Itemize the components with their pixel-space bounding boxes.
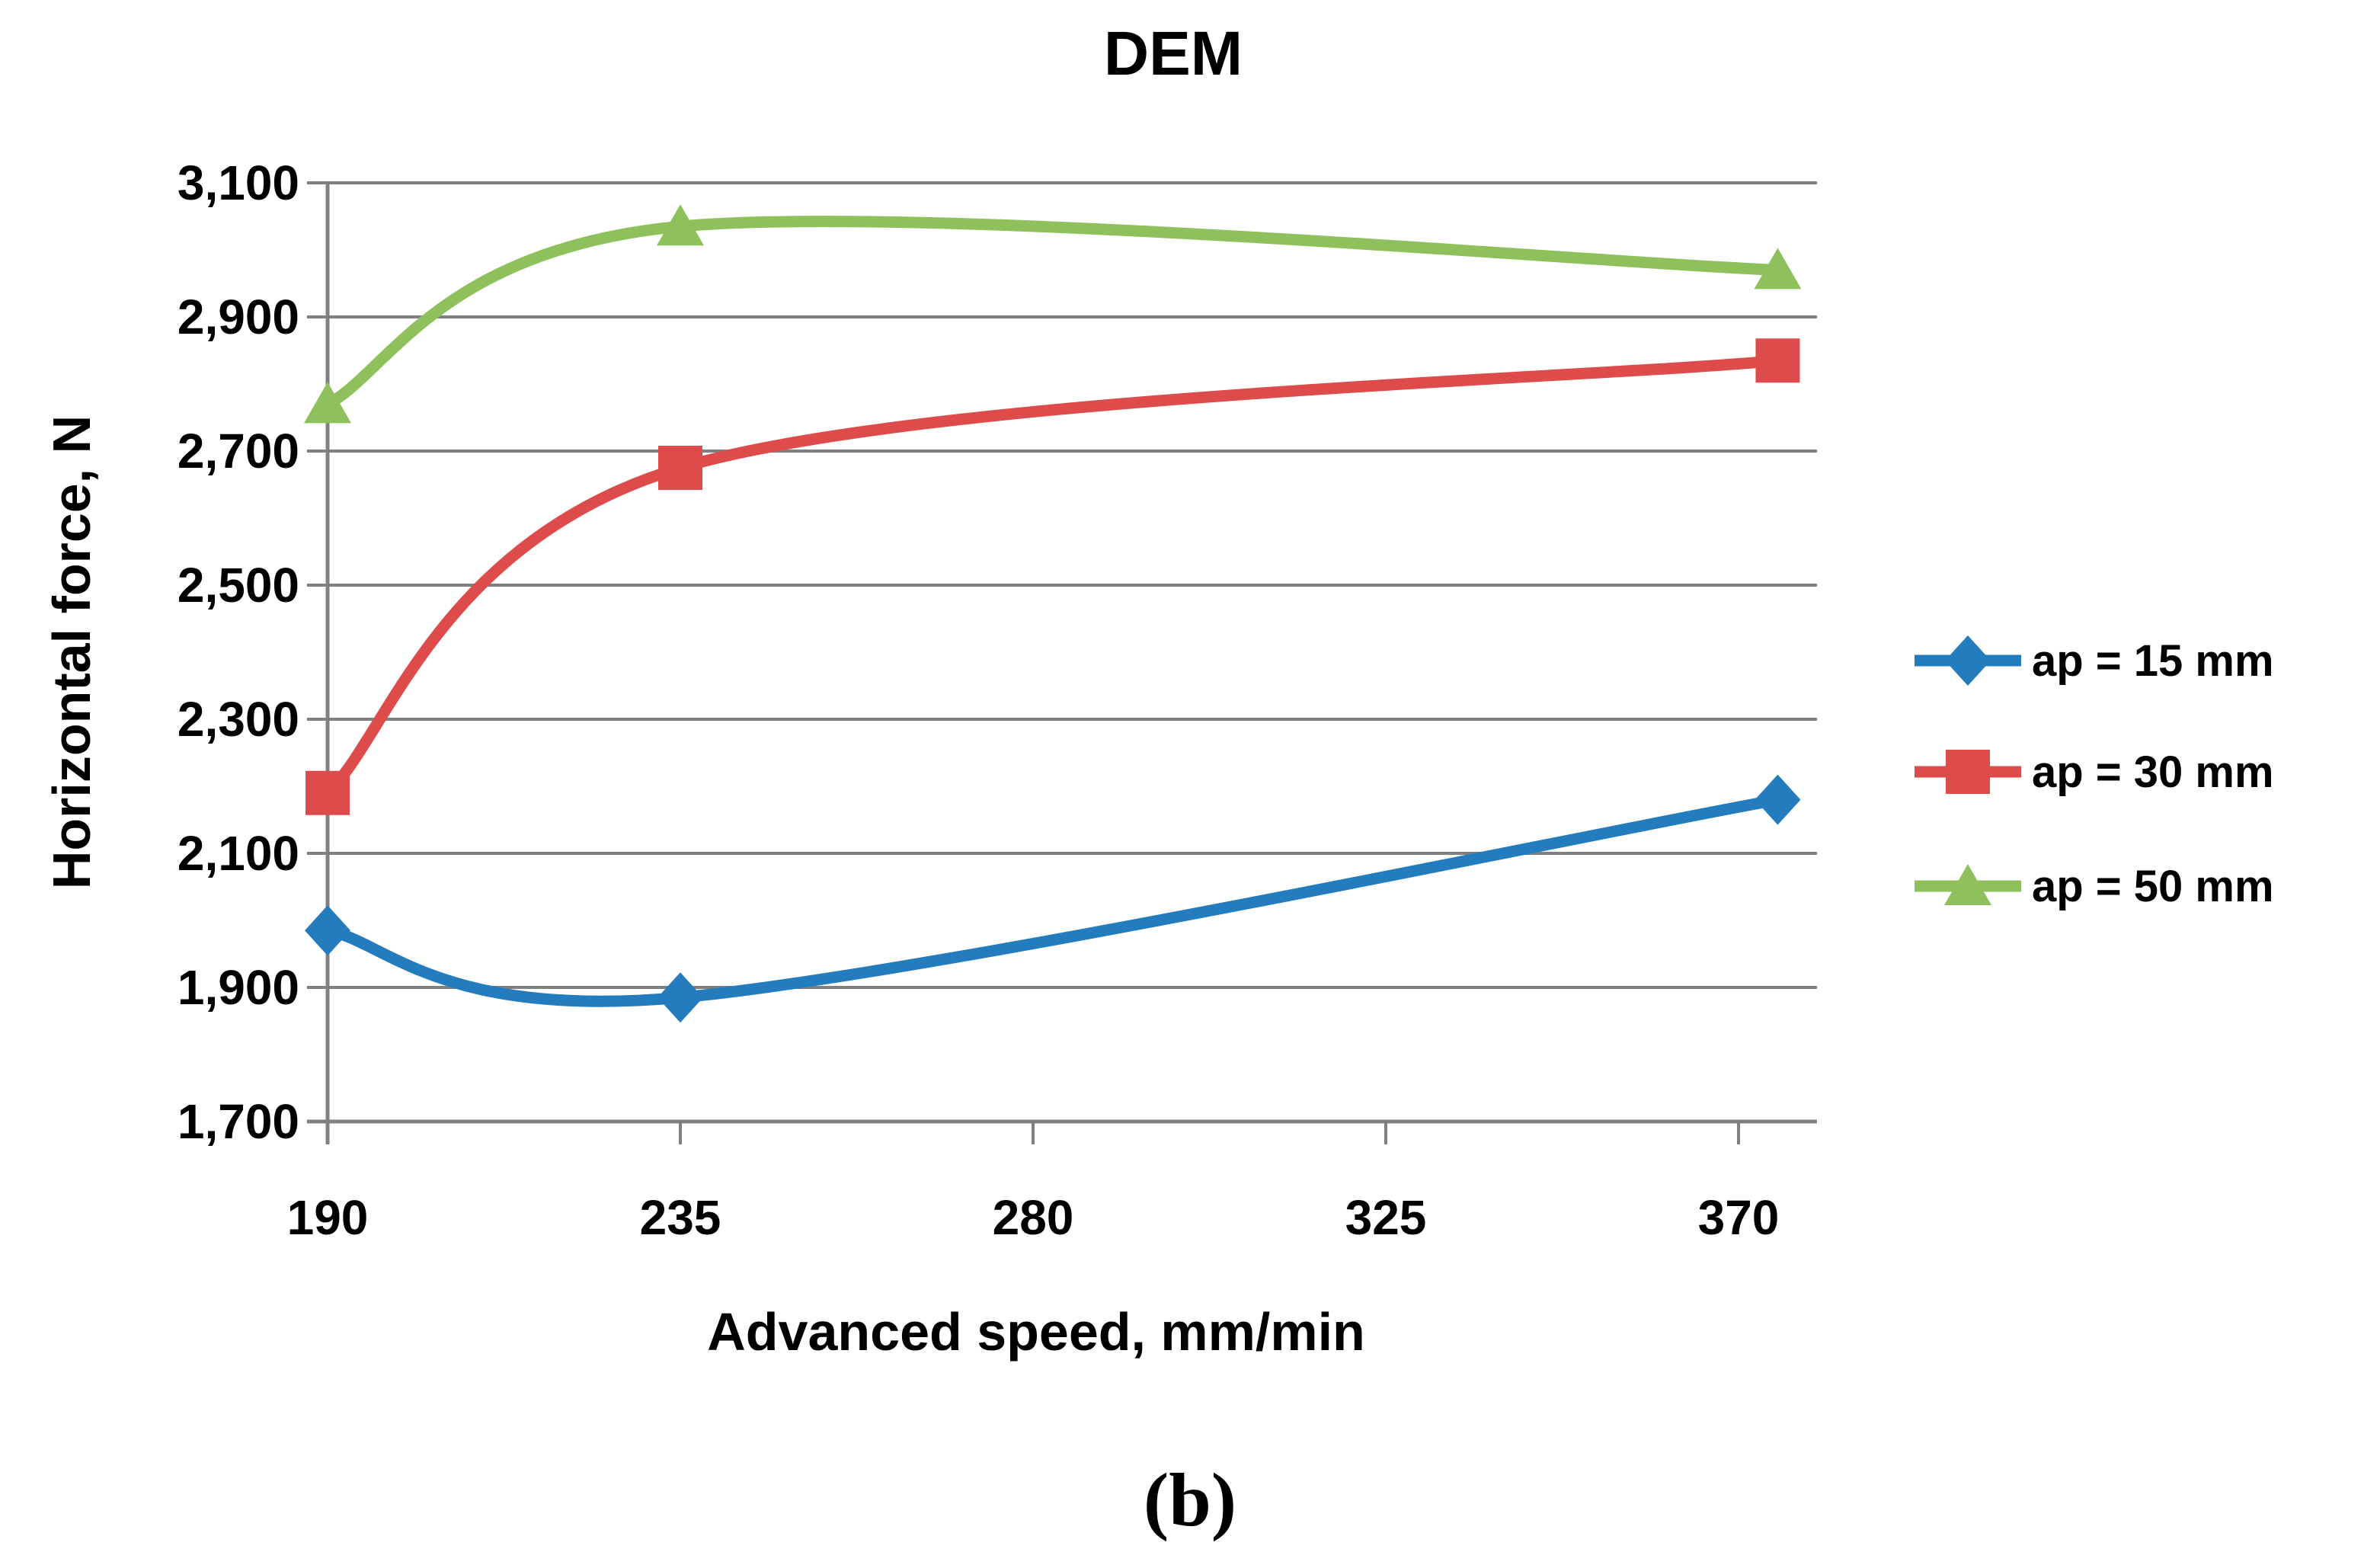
series-marker-square xyxy=(658,446,702,490)
series-marker-triangle xyxy=(657,204,704,246)
series-marker-square xyxy=(305,770,350,815)
figure-caption: (b) xyxy=(1144,1458,1236,1542)
legend-marker-diamond xyxy=(1945,635,1991,686)
x-axis-title: Advanced speed, mm/min xyxy=(707,1302,1365,1362)
legend-marker-triangle xyxy=(1944,864,1991,905)
y-tick-label: 2,500 xyxy=(178,558,299,613)
series-marker-triangle xyxy=(304,382,351,424)
tick-labels: 1,700 1,900 2,100 2,300 2,500 2,700 2,900 3,100… xyxy=(178,155,1780,1245)
chart-title: DEM xyxy=(1104,19,1243,88)
y-tick-label: 2,100 xyxy=(178,826,299,881)
series-marker-diamond xyxy=(1755,774,1801,825)
series-marker-diamond xyxy=(305,905,350,956)
series-line-1 xyxy=(321,354,1783,799)
x-tick-label: 325 xyxy=(1345,1190,1427,1245)
y-tick-label: 1,700 xyxy=(178,1094,299,1149)
series-plots xyxy=(304,204,1802,1023)
x-tick-label: 280 xyxy=(993,1190,1074,1245)
legend: ap = 15 mm ap = 30 mm ap = 50 mm xyxy=(1915,635,2274,911)
series-marker-triangle xyxy=(1754,248,1802,290)
legend-item: ap = 30 mm xyxy=(1915,747,2274,797)
legend-item: ap = 15 mm xyxy=(1915,635,2274,686)
legend-label: ap = 15 mm xyxy=(2032,636,2274,686)
legend-label: ap = 30 mm xyxy=(2032,747,2274,797)
legend-marker-square xyxy=(1946,750,1990,794)
x-tick-label: 235 xyxy=(640,1190,721,1245)
series-marker-diamond xyxy=(657,972,703,1023)
legend-item: ap = 50 mm xyxy=(1915,862,2274,911)
gridlines xyxy=(307,181,1817,1123)
y-tick-label: 2,700 xyxy=(178,424,299,478)
y-tick-label: 2,300 xyxy=(178,692,299,747)
y-tick-label: 2,900 xyxy=(178,290,299,344)
legend-label: ap = 50 mm xyxy=(2032,862,2274,911)
series-line-2 xyxy=(321,216,1783,410)
series-line-0 xyxy=(321,794,1783,1007)
y-tick-label: 1,900 xyxy=(178,960,299,1015)
y-tick-label: 3,100 xyxy=(178,155,299,210)
y-axis-title: Horizontal force, N xyxy=(42,415,101,889)
x-tick-label: 190 xyxy=(287,1190,369,1245)
x-tick-label: 370 xyxy=(1698,1190,1780,1245)
series-marker-square xyxy=(1755,338,1800,383)
axes xyxy=(307,183,1817,1144)
